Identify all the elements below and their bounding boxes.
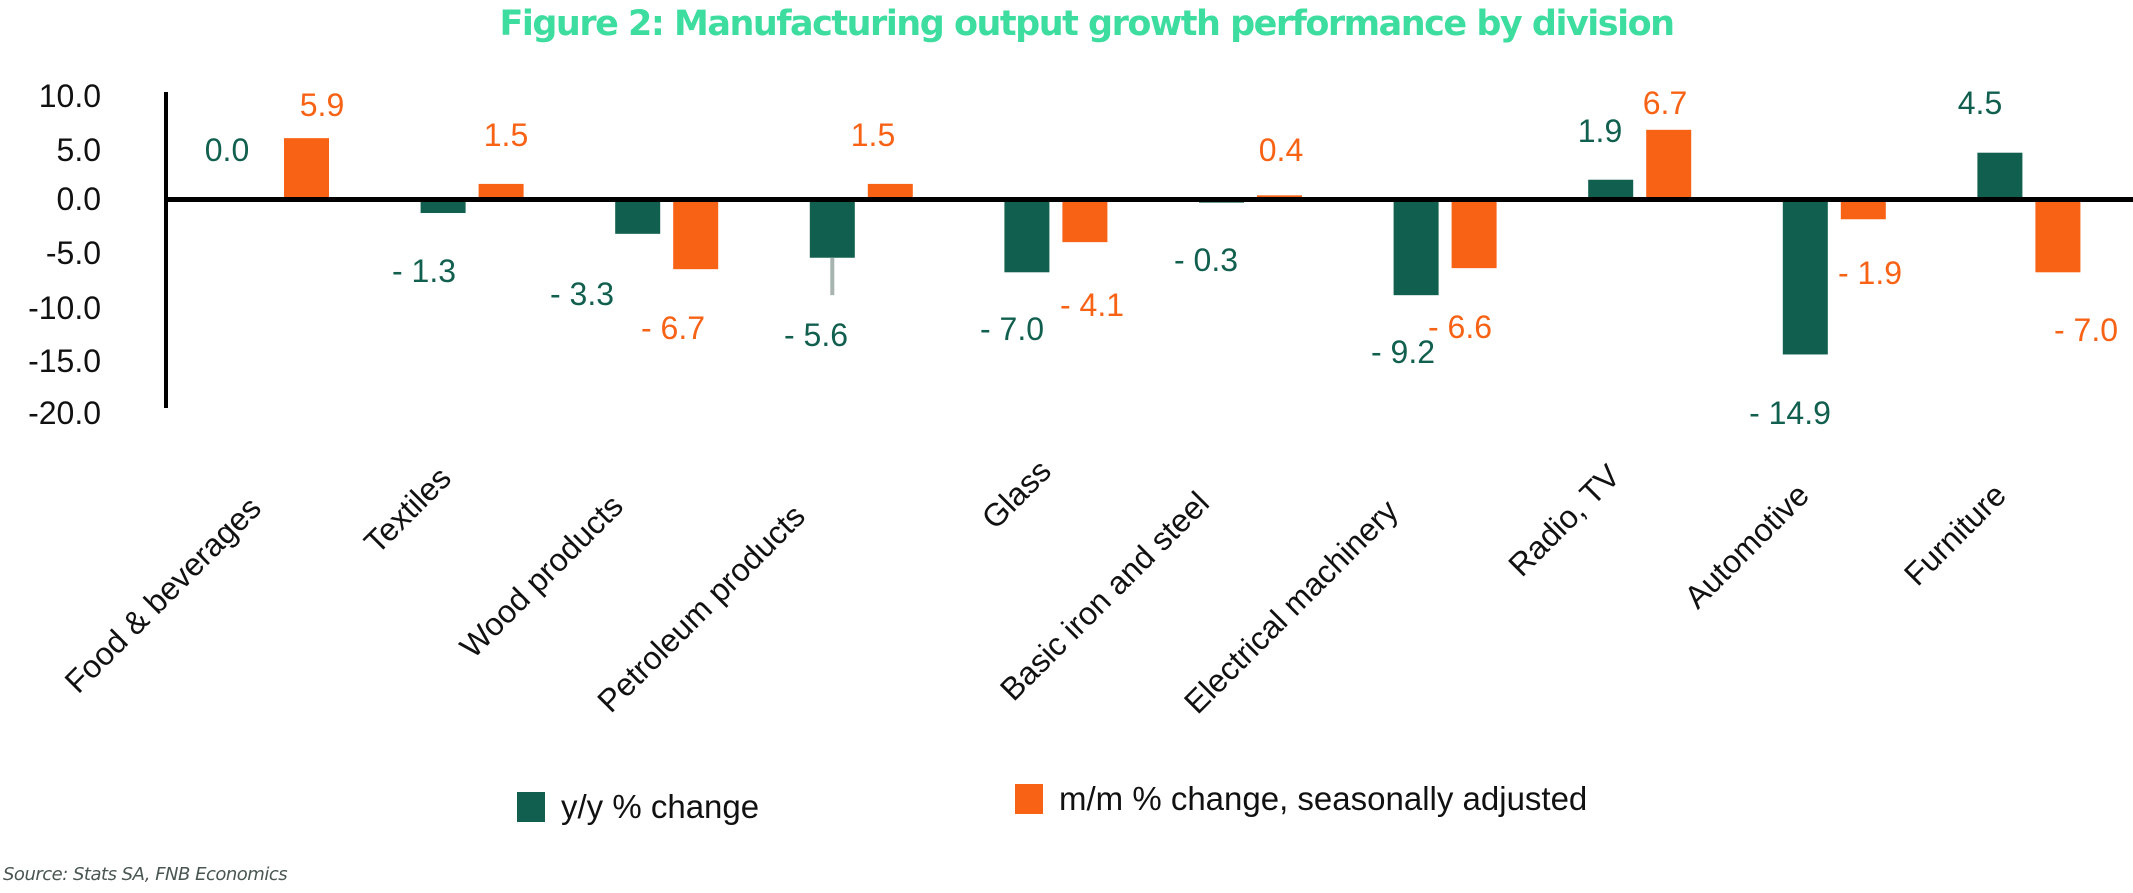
bar-mm [2035,199,2081,273]
category-label: Petroleum products [590,497,812,719]
data-label-yy: - 0.3 [1174,242,1238,278]
legend-item-mm: m/m % change, seasonally adjusted [1015,780,1587,818]
category-label: Electrical machinery [1177,492,1405,720]
data-label-mm: - 7.0 [2054,312,2118,348]
y-tick-label: -20.0 [28,395,101,431]
y-tick-label: -5.0 [46,235,101,271]
y-tick-label: 0.0 [57,181,101,217]
bar-mm [478,183,524,200]
bar-mm [673,199,719,270]
bar-mm [284,138,329,200]
bar-mm [1840,199,1886,220]
data-label-yy: 0.0 [205,132,249,168]
data-label-yy: - 1.3 [392,253,456,289]
bar-yy [420,199,466,214]
bar-mm [1062,199,1108,243]
data-label-yy: 4.5 [1958,85,2002,121]
category-label: Radio, TV [1501,457,1627,583]
y-tick-label: 5.0 [57,132,101,168]
data-label-mm: 1.5 [484,117,528,153]
category-label: Furniture [1897,476,2013,592]
category-label: Textiles [357,459,458,560]
y-tick-label: -15.0 [28,343,101,379]
data-label-mm: - 6.7 [641,310,705,346]
data-label-yy: - 5.6 [784,317,848,353]
data-label-mm: - 1.9 [1838,255,1902,291]
data-label-mm: 6.7 [1643,85,1687,121]
bar-yy [1782,199,1828,355]
bar-yy [1977,152,2023,200]
data-label-yy: - 3.3 [550,276,614,312]
data-label-yy: - 7.0 [980,311,1044,347]
legend-swatch-mm [1015,784,1043,814]
category-label: Food & beverages [58,489,268,699]
bar-yy [615,199,661,234]
data-label-mm: 5.9 [300,87,344,123]
data-label-mm: 1.5 [851,117,895,153]
legend-swatch-yy [517,792,545,822]
bar-mm [1451,199,1497,269]
data-label-yy: - 9.2 [1371,334,1435,370]
category-label: Basic iron and steel [993,484,1216,707]
legend-label-yy: y/y % change [561,788,760,825]
legend-label-mm: m/m % change, seasonally adjusted [1059,780,1588,817]
bar-yy [1393,199,1439,296]
data-label-yy: 1.9 [1578,113,1622,149]
y-tick-label: 10.0 [39,78,101,114]
bar-mm [867,183,913,200]
data-label-mm: 0.4 [1259,132,1303,168]
chart-title: Figure 2: Manufacturing output growth pe… [499,4,1675,44]
legend-item-yy: y/y % change [517,788,759,826]
category-label: Automotive [1677,476,1816,615]
bar-mm [1646,129,1692,200]
data-label-yy: - 14.9 [1749,395,1831,431]
bar-yy [809,199,855,258]
category-label: Wood products [453,487,630,664]
source-note: Source: Stats SA, FNB Economics [3,864,288,885]
category-label: Glass [975,452,1058,535]
y-tick-label: -10.0 [28,290,101,326]
bar-yy [1004,199,1050,273]
bar-yy [1588,179,1634,200]
data-label-mm: - 6.6 [1428,309,1492,345]
data-label-mm: - 4.1 [1060,287,1124,323]
